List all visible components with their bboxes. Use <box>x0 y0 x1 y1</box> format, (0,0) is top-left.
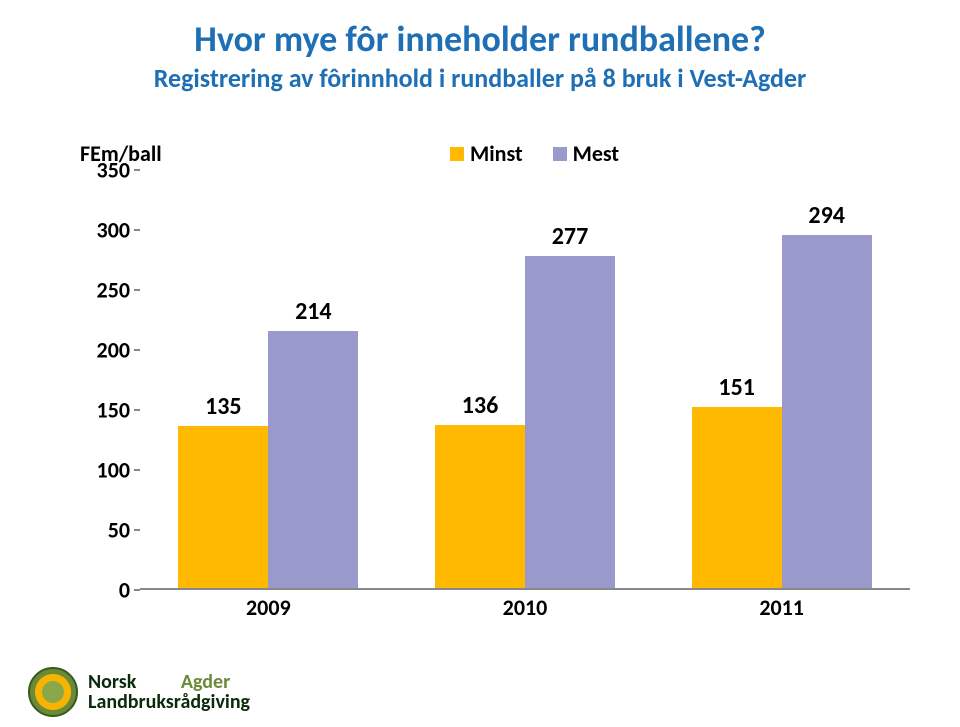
bar: 151 <box>692 407 782 588</box>
logo-text: Norsk Agder Landbruksrådgiving <box>88 672 250 712</box>
x-tick-label: 2010 <box>397 594 654 621</box>
bar: 135 <box>178 426 268 588</box>
y-tick-label: 350 <box>90 157 130 184</box>
y-tick-label: 300 <box>90 217 130 244</box>
x-tick-label: 2009 <box>140 594 397 621</box>
logo-line1: Norsk Agder <box>88 672 250 692</box>
bar-value-label: 294 <box>782 201 872 230</box>
legend-item-mest: Mest <box>553 140 619 167</box>
bar: 294 <box>782 235 872 588</box>
chart-subtitle: Registrering av fôrinnhold i rundballer … <box>0 63 960 94</box>
logo-icon <box>28 667 78 717</box>
chart-title: Hvor mye fôr inneholder rundballene? <box>0 18 960 61</box>
page: Hvor mye fôr inneholder rundballene? Reg… <box>0 0 960 727</box>
logo-line2: Landbruksrådgiving <box>88 692 250 712</box>
bar-group: 1362772010 <box>397 170 654 588</box>
x-tick-label: 2011 <box>653 594 910 621</box>
bar-value-label: 135 <box>178 392 268 421</box>
y-tick-label: 50 <box>90 517 130 544</box>
footer-logo: Norsk Agder Landbruksrådgiving <box>28 667 250 717</box>
legend-label-minst: Minst <box>470 140 523 167</box>
y-tick-label: 200 <box>90 337 130 364</box>
logo-inner-icon <box>42 681 64 703</box>
plot-area: 0501001502002503003501352142009136277201… <box>140 170 910 590</box>
bar-value-label: 277 <box>525 222 615 251</box>
title-block: Hvor mye fôr inneholder rundballene? Reg… <box>0 18 960 94</box>
legend-label-mest: Mest <box>573 140 619 167</box>
bar-group: 1512942011 <box>653 170 910 588</box>
y-tick-label: 0 <box>90 577 130 604</box>
bar-group: 1352142009 <box>140 170 397 588</box>
legend-swatch-mest <box>553 147 567 161</box>
bar-value-label: 151 <box>692 373 782 402</box>
bar: 214 <box>268 331 358 588</box>
y-tick-label: 250 <box>90 277 130 304</box>
bar-value-label: 136 <box>435 391 525 420</box>
bar-value-label: 214 <box>268 297 358 326</box>
chart-area: FEm/ball Minst Mest 05010015020025030035… <box>40 140 920 640</box>
legend: Minst Mest <box>450 140 619 167</box>
y-tick-mark <box>134 589 140 591</box>
bar: 136 <box>435 425 525 588</box>
legend-swatch-minst <box>450 147 464 161</box>
legend-item-minst: Minst <box>450 140 523 167</box>
bar: 277 <box>525 256 615 588</box>
y-tick-label: 150 <box>90 397 130 424</box>
y-tick-label: 100 <box>90 457 130 484</box>
